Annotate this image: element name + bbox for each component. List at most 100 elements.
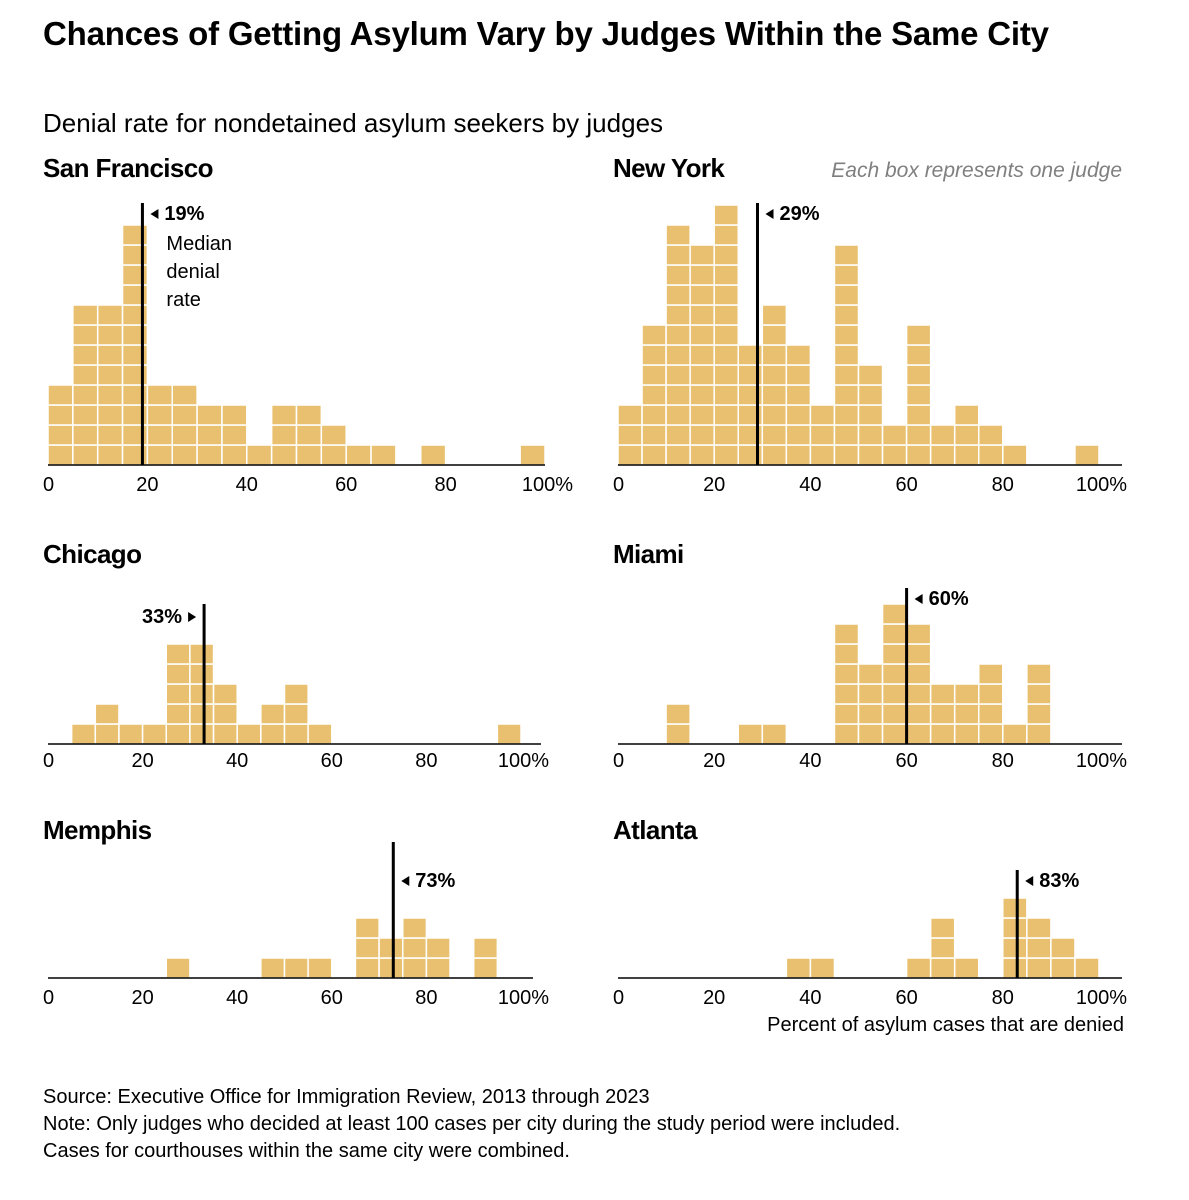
judge-box-new-york — [617, 424, 643, 446]
judge-box-new-york — [905, 424, 932, 446]
judge-box-san-francisco — [320, 444, 347, 466]
tick-label-chicago: 80 — [415, 750, 437, 772]
judge-box-new-york — [761, 444, 788, 466]
judge-box-san-francisco — [246, 444, 273, 466]
judge-box-memphis — [402, 937, 428, 959]
judge-box-chicago — [118, 723, 144, 745]
judge-box-atlanta — [929, 957, 956, 979]
judge-box-new-york — [833, 324, 860, 346]
judge-box-new-york — [713, 344, 740, 366]
median-label-atlanta: 83% — [1039, 870, 1079, 892]
judge-box-miami — [881, 703, 908, 725]
judge-box-san-francisco — [72, 384, 99, 406]
judge-box-chicago — [165, 723, 191, 745]
judge-box-chicago — [260, 703, 286, 725]
judge-box-new-york — [665, 304, 691, 326]
footnote: Source: Executive Office for Immigration… — [43, 1084, 900, 1165]
judge-box-san-francisco — [221, 404, 248, 426]
judge-box-san-francisco — [221, 424, 248, 446]
judge-box-memphis — [354, 917, 380, 939]
judge-box-memphis — [354, 957, 380, 979]
judge-box-new-york — [665, 344, 691, 366]
judge-box-san-francisco — [72, 424, 99, 446]
judge-box-memphis — [402, 917, 428, 939]
judge-box-new-york — [713, 384, 740, 406]
judge-box-memphis — [165, 957, 191, 979]
judge-box-atlanta — [1026, 917, 1052, 939]
judge-box-san-francisco — [96, 324, 124, 346]
tick-label-atlanta: 60 — [895, 987, 917, 1009]
judge-box-chicago — [165, 663, 191, 685]
judge-box-new-york — [641, 384, 667, 406]
judge-box-new-york — [641, 424, 667, 446]
median-label-san-francisco: 19% — [164, 203, 204, 225]
judge-box-new-york — [978, 444, 1004, 466]
judge-box-new-york — [761, 424, 788, 446]
judge-box-san-francisco — [96, 384, 124, 406]
tick-label-atlanta: 20 — [703, 987, 725, 1009]
tick-label-chicago: 0 — [43, 750, 54, 772]
judge-box-chicago — [141, 723, 168, 745]
judge-box-miami — [737, 723, 764, 745]
judge-box-atlanta — [1050, 957, 1076, 979]
judge-box-chicago — [212, 703, 238, 725]
judge-box-new-york — [641, 364, 667, 386]
judge-box-new-york — [833, 284, 860, 306]
median-annotation-line: rate — [166, 289, 200, 311]
small-multiples-chart: San Francisco 0 20 40 60 80 100% 19% Median denia… — [43, 153, 1127, 1036]
judge-box-new-york — [689, 444, 715, 466]
judge-box-atlanta — [1050, 937, 1076, 959]
judge-box-new-york — [665, 224, 691, 246]
judge-box-san-francisco — [146, 384, 173, 406]
judge-box-new-york — [833, 264, 860, 286]
judge-box-new-york — [689, 284, 715, 306]
judge-box-new-york — [905, 364, 932, 386]
judge-box-miami — [1026, 703, 1052, 725]
judge-box-new-york — [713, 224, 740, 246]
judge-box-atlanta — [1074, 957, 1100, 979]
tick-label-chicago: 20 — [131, 750, 153, 772]
judge-box-new-york — [953, 424, 980, 446]
tick-label-chicago: 100% — [498, 750, 549, 772]
judge-box-new-york — [641, 404, 667, 426]
tick-label-san-francisco: 60 — [335, 474, 357, 496]
judge-box-memphis — [307, 957, 333, 979]
judge-box-memphis — [425, 937, 451, 959]
panel-title-new-york: New York — [613, 153, 725, 183]
judge-box-new-york — [665, 424, 691, 446]
judge-box-san-francisco — [295, 404, 323, 426]
judge-box-new-york — [689, 344, 715, 366]
judge-box-san-francisco — [72, 304, 99, 326]
judge-box-new-york — [689, 424, 715, 446]
median-pointer-chicago — [188, 612, 197, 622]
judge-box-san-francisco — [72, 444, 99, 466]
judge-box-chicago — [94, 723, 120, 745]
judge-box-san-francisco — [370, 444, 397, 466]
tick-label-memphis: 20 — [131, 987, 153, 1009]
judge-box-san-francisco — [171, 404, 198, 426]
judge-box-san-francisco — [519, 444, 546, 466]
judge-box-new-york — [665, 264, 691, 286]
panel-title-chicago: Chicago — [43, 539, 141, 569]
judge-box-new-york — [689, 324, 715, 346]
judge-box-chicago — [189, 663, 215, 685]
judge-box-new-york — [713, 424, 740, 446]
judge-box-miami — [857, 723, 884, 745]
judge-box-atlanta — [929, 937, 956, 959]
median-pointer-memphis — [401, 876, 410, 886]
judge-box-new-york — [689, 244, 715, 266]
judge-box-san-francisco — [96, 364, 124, 386]
judge-box-miami — [881, 643, 908, 665]
judge-box-miami — [905, 623, 932, 645]
judge-box-new-york — [833, 244, 860, 266]
judge-box-san-francisco — [345, 444, 372, 466]
judge-box-san-francisco — [47, 404, 74, 426]
judge-box-san-francisco — [72, 364, 99, 386]
judge-box-san-francisco — [72, 404, 99, 426]
judge-box-chicago — [212, 683, 238, 705]
judge-box-chicago — [283, 723, 309, 745]
judge-box-san-francisco — [295, 444, 323, 466]
judge-box-miami — [978, 723, 1004, 745]
judge-box-chicago — [260, 723, 286, 745]
tick-label-chicago: 40 — [226, 750, 248, 772]
